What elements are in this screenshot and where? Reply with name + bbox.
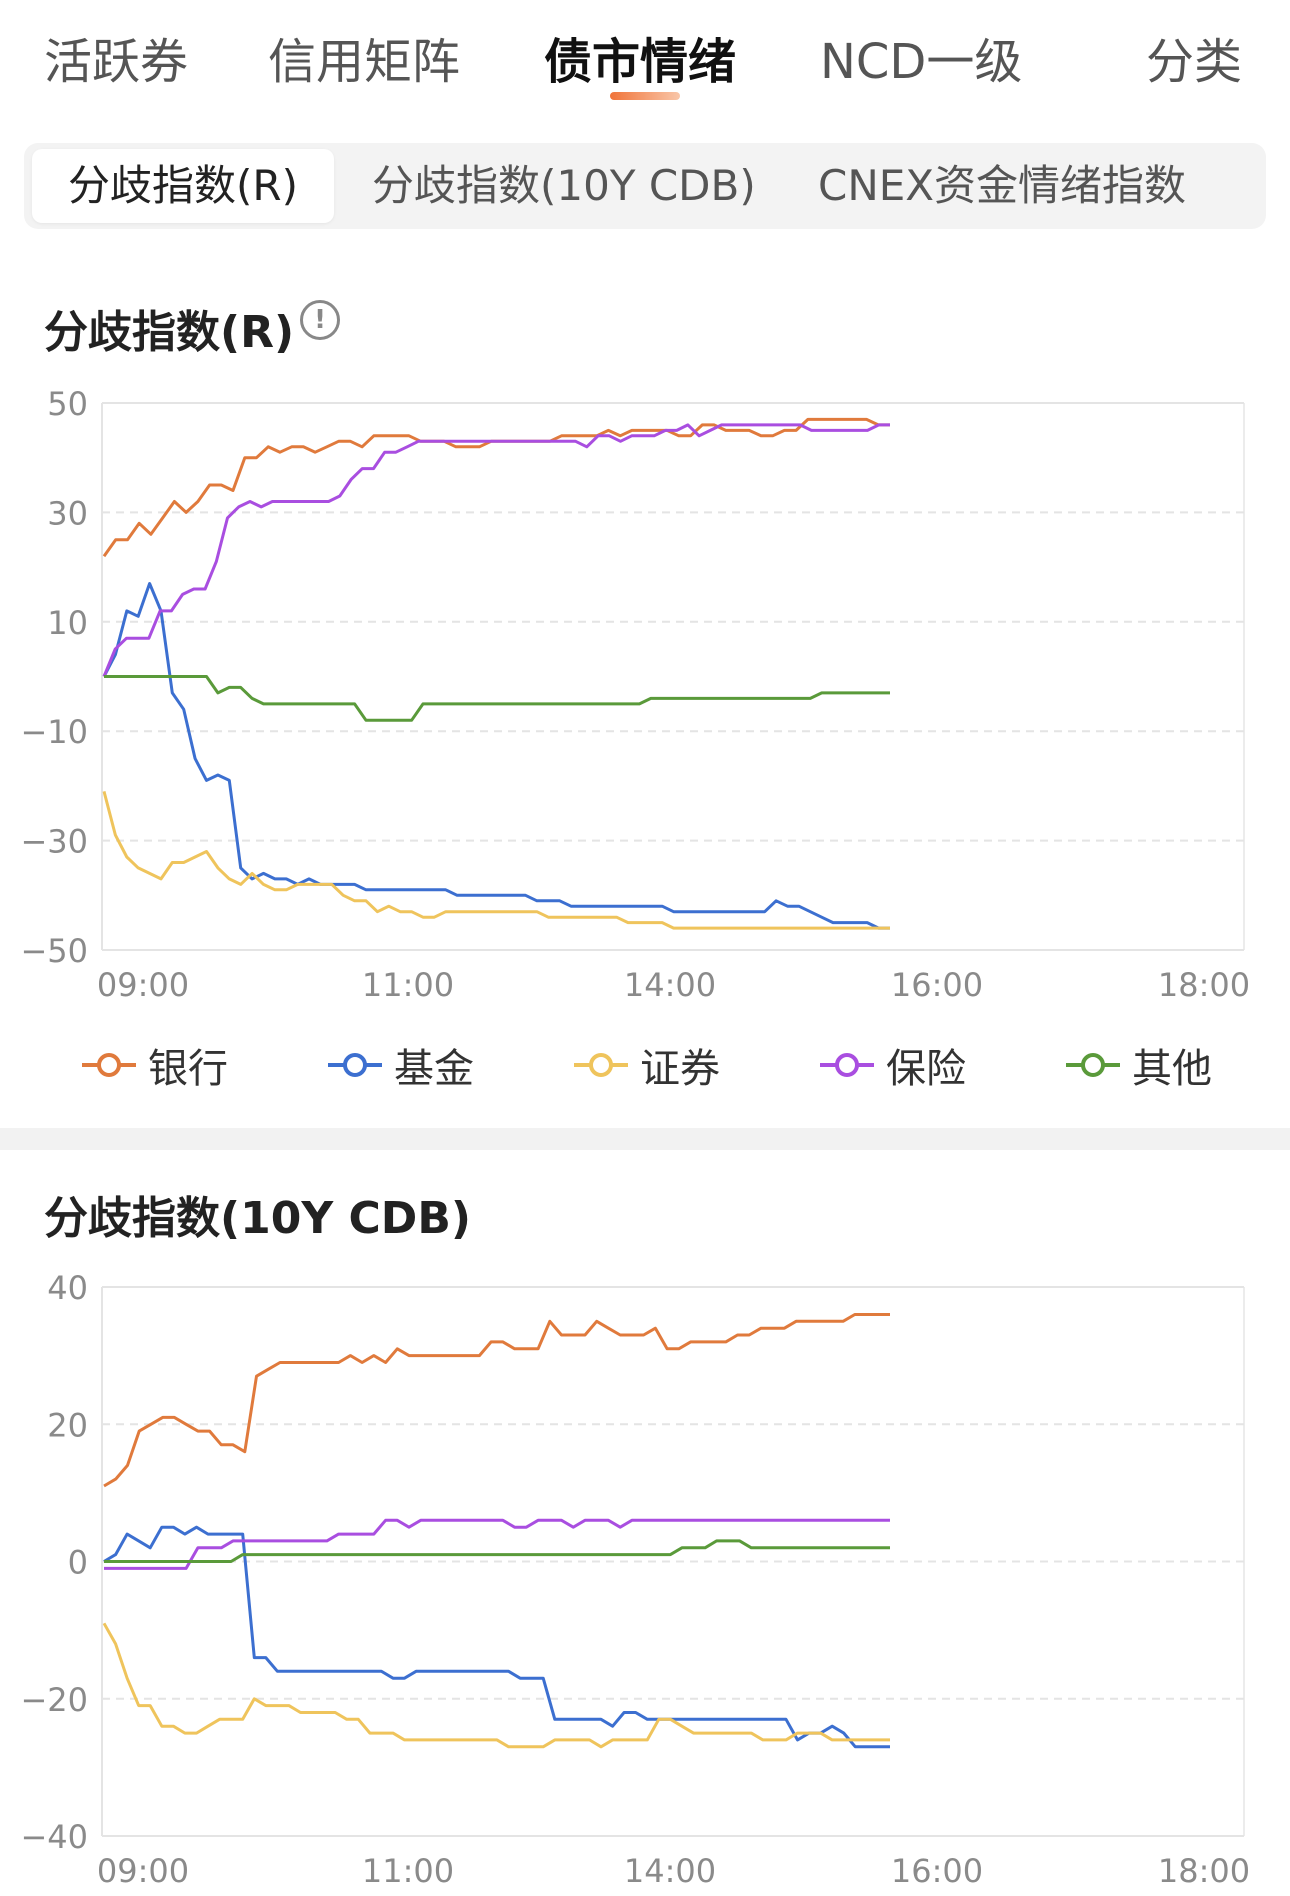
- series-line-other: [104, 1539, 890, 1563]
- legend-label-fund: 基金: [394, 1046, 474, 1092]
- tab-category[interactable]: 分类: [1146, 34, 1243, 90]
- x-tick-label: 16:00: [891, 966, 983, 1000]
- legend-item-other[interactable]: 其他: [1066, 1035, 1212, 1095]
- legend-item-bank[interactable]: 银行: [82, 1035, 228, 1095]
- tab-credit-matrix[interactable]: 信用矩阵: [268, 34, 461, 90]
- y-tick-label: −30: [20, 823, 88, 861]
- tab-ncd-primary[interactable]: NCD一级: [820, 34, 1023, 90]
- x-tick-label: 11:00: [362, 1852, 454, 1890]
- legend-marker-fund: [328, 1053, 382, 1077]
- series-line-fund: [103, 1525, 890, 1749]
- y-tick-label: −10: [20, 713, 88, 751]
- legend-item-securities[interactable]: 证券: [574, 1035, 720, 1095]
- y-tick-label: −50: [20, 932, 88, 970]
- y-tick-label: 20: [47, 1406, 88, 1444]
- legend-label-bank: 银行: [148, 1046, 228, 1092]
- legend-label-securities: 证券: [640, 1046, 720, 1092]
- legend-marker-securities: [574, 1053, 628, 1077]
- series-line-securities: [102, 791, 890, 930]
- subtab-divergence-10y-cdb[interactable]: 分歧指数(10Y CDB): [372, 161, 756, 210]
- x-tick-label: 09:00: [97, 966, 189, 1000]
- series-line-bank: [103, 1313, 890, 1488]
- y-tick-label: −20: [20, 1681, 88, 1719]
- legend-marker-insurance: [820, 1053, 874, 1077]
- subtab-cnex-sentiment[interactable]: CNEX资金情绪指数: [818, 161, 1187, 210]
- legend-label-other: 其他: [1132, 1046, 1212, 1092]
- legend-item-insurance[interactable]: 保险: [820, 1035, 966, 1095]
- y-tick-label: 40: [47, 1269, 88, 1307]
- section-divider: [0, 1128, 1290, 1150]
- legend-label-insurance: 保险: [886, 1046, 966, 1092]
- x-tick-label: 14:00: [624, 1852, 716, 1890]
- section-title-divergence-r: 分歧指数(R): [44, 307, 295, 358]
- chart-legend: 银行 基金 证券 保险 其他: [0, 1035, 1290, 1095]
- active-tab-indicator: [610, 92, 680, 100]
- x-tick-label: 11:00: [362, 966, 454, 1000]
- series-line-insurance: [104, 1518, 890, 1570]
- x-tick-label: 16:00: [891, 1852, 983, 1890]
- legend-item-fund[interactable]: 基金: [328, 1035, 474, 1095]
- x-tick-label: 09:00: [97, 1852, 189, 1890]
- info-icon[interactable]: !: [300, 300, 340, 340]
- section-title-divergence-10y-cdb: 分歧指数(10Y CDB): [44, 1193, 471, 1244]
- tab-bond-sentiment[interactable]: 债市情绪: [544, 34, 737, 90]
- y-tick-label: 0: [68, 1544, 88, 1582]
- top-tab-bar: 活跃券 信用矩阵 债市情绪 NCD一级 分类: [0, 0, 1290, 110]
- y-tick-label: 10: [47, 604, 88, 642]
- legend-marker-other: [1066, 1053, 1120, 1077]
- series-line-insurance: [102, 423, 890, 678]
- x-tick-label: 14:00: [624, 966, 716, 1000]
- x-tick-label: 18:00: [1158, 966, 1250, 1000]
- divergence-r-chart: 50 30 10 −10 −30 −50 09:00 11:00 14:00 16:00 18:00: [20, 385, 1250, 1000]
- y-tick-label: 50: [47, 385, 88, 423]
- x-tick-label: 18:00: [1158, 1852, 1250, 1890]
- series-line-fund: [102, 582, 890, 930]
- sub-tab-segment: 分歧指数(R) 分歧指数(10Y CDB) CNEX资金情绪指数: [24, 143, 1266, 229]
- subtab-divergence-r[interactable]: 分歧指数(R): [32, 149, 334, 223]
- tab-active-bonds[interactable]: 活跃券: [44, 34, 189, 90]
- series-line-securities: [102, 1622, 890, 1749]
- legend-marker-bank: [82, 1053, 136, 1077]
- y-tick-label: 30: [47, 494, 88, 532]
- y-tick-label: −40: [20, 1818, 88, 1856]
- series-line-other: [104, 675, 890, 722]
